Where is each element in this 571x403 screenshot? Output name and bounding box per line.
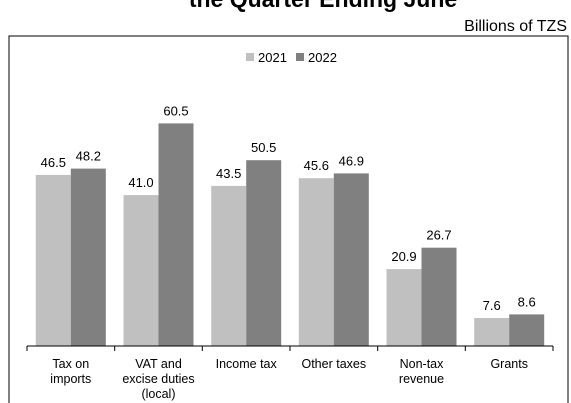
legend: 2021 2022 <box>246 50 337 65</box>
bar-2022-1 <box>158 123 194 347</box>
category-label-line: imports <box>50 372 91 386</box>
category-label-line: (local) <box>141 387 175 401</box>
data-label-2022-2: 50.5 <box>251 140 276 155</box>
data-label-2021-3: 45.6 <box>304 158 329 173</box>
bar-2022-3 <box>333 173 369 346</box>
data-label-2022-4: 26.7 <box>426 228 451 243</box>
value-labels: 46.5 48.2 41.0 60.5 43.5 50.5 45.6 46.9 20.9 26.7… <box>41 103 536 313</box>
category-label-line: VAT and <box>135 357 182 371</box>
data-label-2021-1: 41.0 <box>128 175 153 190</box>
legend-swatch-2021 <box>246 53 254 61</box>
category-label-3: Other taxes <box>301 357 366 371</box>
unit-label: Billions of TZS <box>464 18 567 35</box>
bar-2022-0 <box>70 168 106 346</box>
category-label-5: Grants <box>490 357 528 371</box>
bars <box>35 123 545 347</box>
category-label-line: revenue <box>399 372 444 386</box>
category-label-2: Income tax <box>216 357 278 371</box>
data-label-2022-0: 48.2 <box>76 149 101 164</box>
category-label-line: excise duties <box>122 372 194 386</box>
data-label-2022-3: 46.9 <box>339 153 364 168</box>
bar-2021-2 <box>211 185 247 346</box>
bar-2022-5 <box>509 314 545 346</box>
category-label-line: Tax on <box>52 357 89 371</box>
data-label-2021-4: 20.9 <box>391 249 416 264</box>
chart-title: the Quarter Ending June <box>189 0 457 12</box>
bar-2021-5 <box>474 318 510 346</box>
data-label-2022-5: 8.6 <box>518 294 536 309</box>
bar-2022-4 <box>421 247 457 346</box>
category-label-line: Other taxes <box>301 357 366 371</box>
bar-2021-1 <box>123 195 159 346</box>
data-label-2021-0: 46.5 <box>41 155 66 170</box>
data-label-2022-1: 60.5 <box>163 103 188 118</box>
bar-2022-2 <box>246 160 282 346</box>
plot-frame <box>8 35 569 403</box>
legend-label-2022: 2022 <box>308 50 337 65</box>
data-label-2021-2: 43.5 <box>216 166 241 181</box>
category-labels: Tax on imports VAT and excise duties (local)… <box>50 357 528 401</box>
category-label-1: VAT and excise duties (local) <box>122 357 194 401</box>
category-label-0: Tax on imports <box>50 357 91 386</box>
x-ticks <box>26 346 554 351</box>
bar-2021-3 <box>298 178 334 346</box>
legend-swatch-2022 <box>296 53 304 61</box>
data-label-2021-5: 7.6 <box>483 298 501 313</box>
category-label-line: Grants <box>490 357 528 371</box>
bar-2021-4 <box>386 269 422 346</box>
legend-label-2021: 2021 <box>258 50 287 65</box>
category-label-line: Income tax <box>216 357 278 371</box>
category-label-line: Non-tax <box>400 357 445 371</box>
category-label-4: Non-tax revenue <box>399 357 444 386</box>
bar-2021-0 <box>35 174 71 346</box>
